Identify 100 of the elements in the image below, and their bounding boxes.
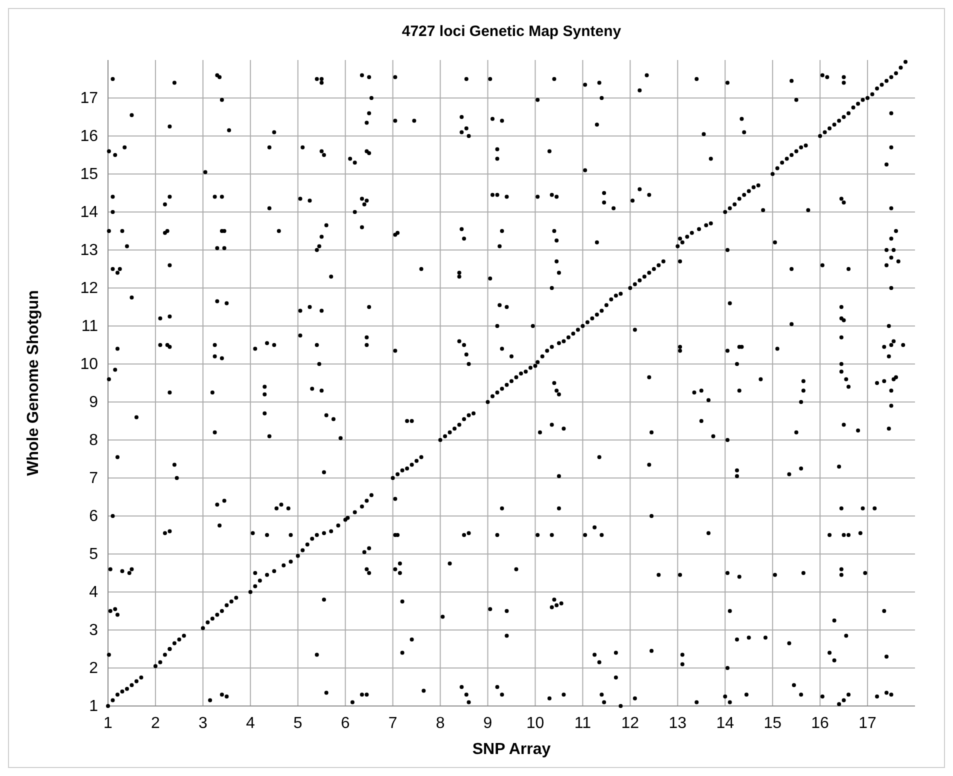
point bbox=[547, 149, 552, 154]
point bbox=[322, 470, 326, 474]
point bbox=[227, 128, 232, 132]
x-tick-label: 9 bbox=[483, 715, 492, 732]
point bbox=[550, 286, 554, 290]
point bbox=[901, 343, 906, 347]
point bbox=[737, 388, 742, 393]
point bbox=[367, 111, 372, 116]
point bbox=[393, 232, 398, 237]
point bbox=[324, 690, 328, 695]
point bbox=[364, 343, 369, 347]
point bbox=[556, 270, 561, 275]
point bbox=[113, 607, 118, 612]
point bbox=[500, 229, 504, 233]
point bbox=[367, 546, 372, 550]
point bbox=[550, 422, 554, 427]
point bbox=[889, 111, 894, 116]
point bbox=[329, 274, 334, 279]
point bbox=[694, 77, 699, 81]
point bbox=[839, 196, 844, 201]
point bbox=[552, 598, 556, 602]
point bbox=[554, 238, 559, 242]
point bbox=[538, 430, 542, 434]
point bbox=[310, 386, 314, 391]
point bbox=[224, 301, 229, 306]
point bbox=[875, 381, 880, 385]
point bbox=[320, 234, 324, 239]
point bbox=[320, 308, 324, 313]
point bbox=[725, 666, 730, 670]
point bbox=[728, 700, 732, 704]
point bbox=[790, 78, 794, 83]
y-tick-label: 12 bbox=[80, 280, 98, 297]
point bbox=[120, 569, 124, 574]
point bbox=[466, 531, 471, 536]
point bbox=[734, 468, 739, 472]
point bbox=[134, 415, 138, 420]
y-tick-label: 3 bbox=[89, 622, 98, 639]
point bbox=[324, 223, 328, 228]
point bbox=[889, 692, 894, 697]
point bbox=[298, 334, 302, 338]
point bbox=[597, 660, 602, 664]
y-tick-label: 9 bbox=[89, 394, 98, 411]
point bbox=[360, 196, 364, 201]
point bbox=[222, 498, 226, 503]
point bbox=[728, 301, 732, 306]
point bbox=[464, 352, 468, 356]
point bbox=[405, 419, 410, 423]
point bbox=[846, 384, 851, 389]
point bbox=[746, 636, 751, 640]
point bbox=[894, 229, 898, 233]
point bbox=[632, 696, 637, 700]
point bbox=[806, 208, 810, 212]
point bbox=[495, 192, 500, 197]
point bbox=[162, 531, 167, 536]
point bbox=[400, 650, 404, 655]
point bbox=[694, 700, 699, 704]
point bbox=[320, 77, 324, 81]
point bbox=[220, 194, 224, 199]
point bbox=[550, 192, 554, 197]
point bbox=[678, 572, 682, 577]
point bbox=[466, 700, 471, 704]
point bbox=[115, 346, 120, 351]
point bbox=[839, 305, 844, 309]
point bbox=[828, 650, 832, 655]
point bbox=[775, 346, 780, 351]
point bbox=[592, 525, 597, 530]
point bbox=[457, 339, 462, 344]
point bbox=[212, 430, 217, 434]
point bbox=[706, 398, 711, 402]
point bbox=[215, 246, 220, 250]
point bbox=[600, 533, 604, 537]
point bbox=[896, 259, 900, 264]
point bbox=[875, 694, 880, 698]
point bbox=[536, 533, 540, 537]
point bbox=[495, 685, 500, 689]
point bbox=[680, 662, 684, 666]
point bbox=[872, 506, 877, 510]
point bbox=[158, 343, 162, 347]
y-tick-label: 10 bbox=[80, 356, 98, 373]
point bbox=[734, 474, 739, 478]
point bbox=[832, 658, 836, 662]
point bbox=[820, 694, 824, 698]
point bbox=[500, 346, 504, 351]
point bbox=[550, 605, 554, 610]
point bbox=[647, 462, 652, 467]
point bbox=[799, 466, 804, 470]
x-tick-label: 11 bbox=[574, 715, 592, 732]
point bbox=[106, 652, 111, 657]
point bbox=[536, 194, 540, 199]
point bbox=[220, 692, 224, 697]
point bbox=[618, 704, 623, 708]
point bbox=[787, 641, 792, 646]
y-tick-label: 13 bbox=[80, 242, 98, 259]
point bbox=[536, 98, 540, 102]
point bbox=[856, 428, 860, 432]
point bbox=[592, 652, 597, 657]
point bbox=[725, 248, 730, 252]
point bbox=[352, 160, 357, 165]
point bbox=[419, 267, 424, 271]
point bbox=[846, 692, 851, 697]
